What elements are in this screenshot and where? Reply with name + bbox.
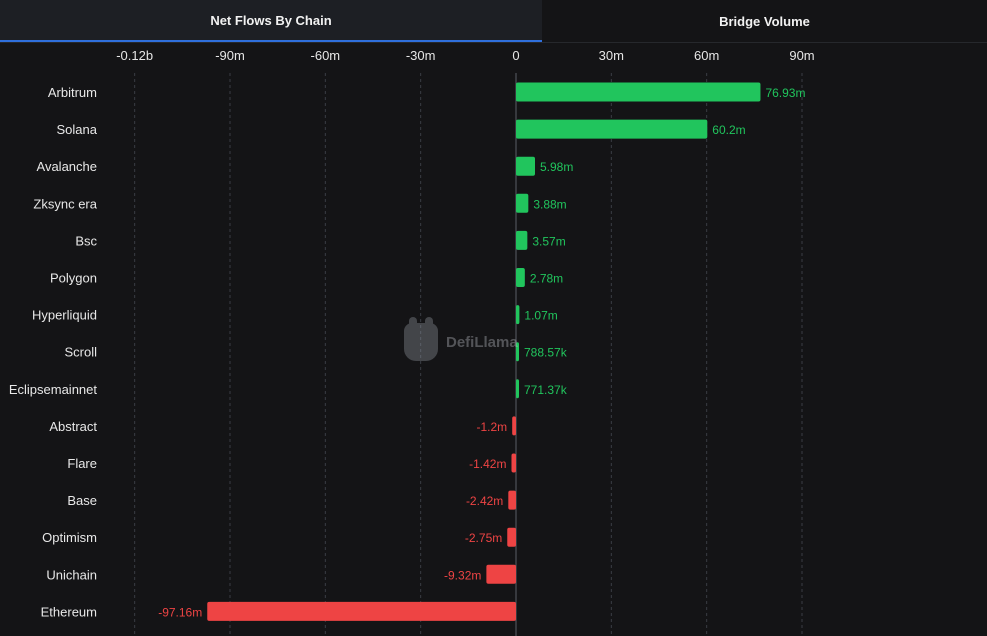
category-label: Zksync era [33,196,97,211]
bar-value-label: 1.07m [524,309,557,323]
bar-solana [516,119,708,139]
bar-arbitrum [516,82,761,102]
category-label: Avalanche [37,159,97,174]
bar-zksync-era [516,193,529,213]
category-label: Eclipsemainnet [9,382,98,397]
bar-value-label: 3.88m [533,197,566,211]
bar-value-label: 771.37k [524,383,568,397]
category-label: Polygon [50,271,97,286]
bar-unichain [486,564,516,584]
category-label: Flare [67,456,97,471]
bar-flare [511,453,516,473]
llama-logo-icon [404,317,438,361]
bar-value-label: 76.93m [765,86,805,100]
bar-value-label: -1.2m [476,420,507,434]
category-label: Ethereum [41,604,97,619]
category-label: Abstract [49,419,97,434]
bar-avalanche [516,156,536,176]
x-tick-label: -0.12b [116,48,153,63]
x-tick-label: 0 [512,48,519,63]
tab-net-flows-by-chain[interactable]: Net Flows By Chain [0,0,542,42]
watermark-text: DefiLlama [446,333,518,351]
category-label: Scroll [64,345,97,360]
bar-value-label: 5.98m [540,160,573,174]
x-tick-label: 30m [599,48,624,63]
bar-base [508,490,516,510]
net-flows-bar-chart: -0.12b -90m -60m -30m 0 30m 60m 90m Arbitrum 76.9… [9,48,815,636]
bar-value-label: 2.78m [530,272,563,286]
category-label: Bsc [75,233,97,248]
bar-ethereum [207,601,516,621]
chart-tab-bar: Net Flows By Chain Bridge Volume [0,0,987,43]
bar-polygon [516,268,525,287]
bar-value-label: -2.75m [465,531,502,545]
bar-eclipsemainnet [516,379,519,399]
x-tick-label: 60m [694,48,719,63]
bar-scroll [516,342,519,362]
tab-bridge-volume[interactable]: Bridge Volume [542,0,987,42]
x-tick-label: -60m [311,48,341,63]
bar-value-label: -1.42m [469,457,506,471]
bar-value-label: -2.42m [466,494,503,508]
bar-hyperliquid [516,305,520,325]
bar-bsc [516,230,528,250]
category-label: Arbitrum [48,85,97,100]
defillama-watermark: DefiLlama [404,317,528,362]
category-label: Base [67,493,97,508]
x-tick-label: -30m [406,48,436,63]
bar-optimism [507,527,516,547]
bar-value-label: 60.2m [712,123,745,137]
bar-value-label: 3.57m [532,234,565,248]
category-label: Optimism [42,530,97,545]
x-tick-label: -90m [215,48,245,63]
x-tick-label: 90m [789,48,814,63]
category-label: Solana [57,122,98,137]
bar-value-label: -97.16m [158,605,202,619]
bar-value-label: 788.57k [524,346,568,360]
bar-value-label: -9.32m [444,568,481,582]
category-label: Unichain [46,567,97,582]
bar-abstract [512,416,516,436]
category-label: Hyperliquid [32,308,97,323]
